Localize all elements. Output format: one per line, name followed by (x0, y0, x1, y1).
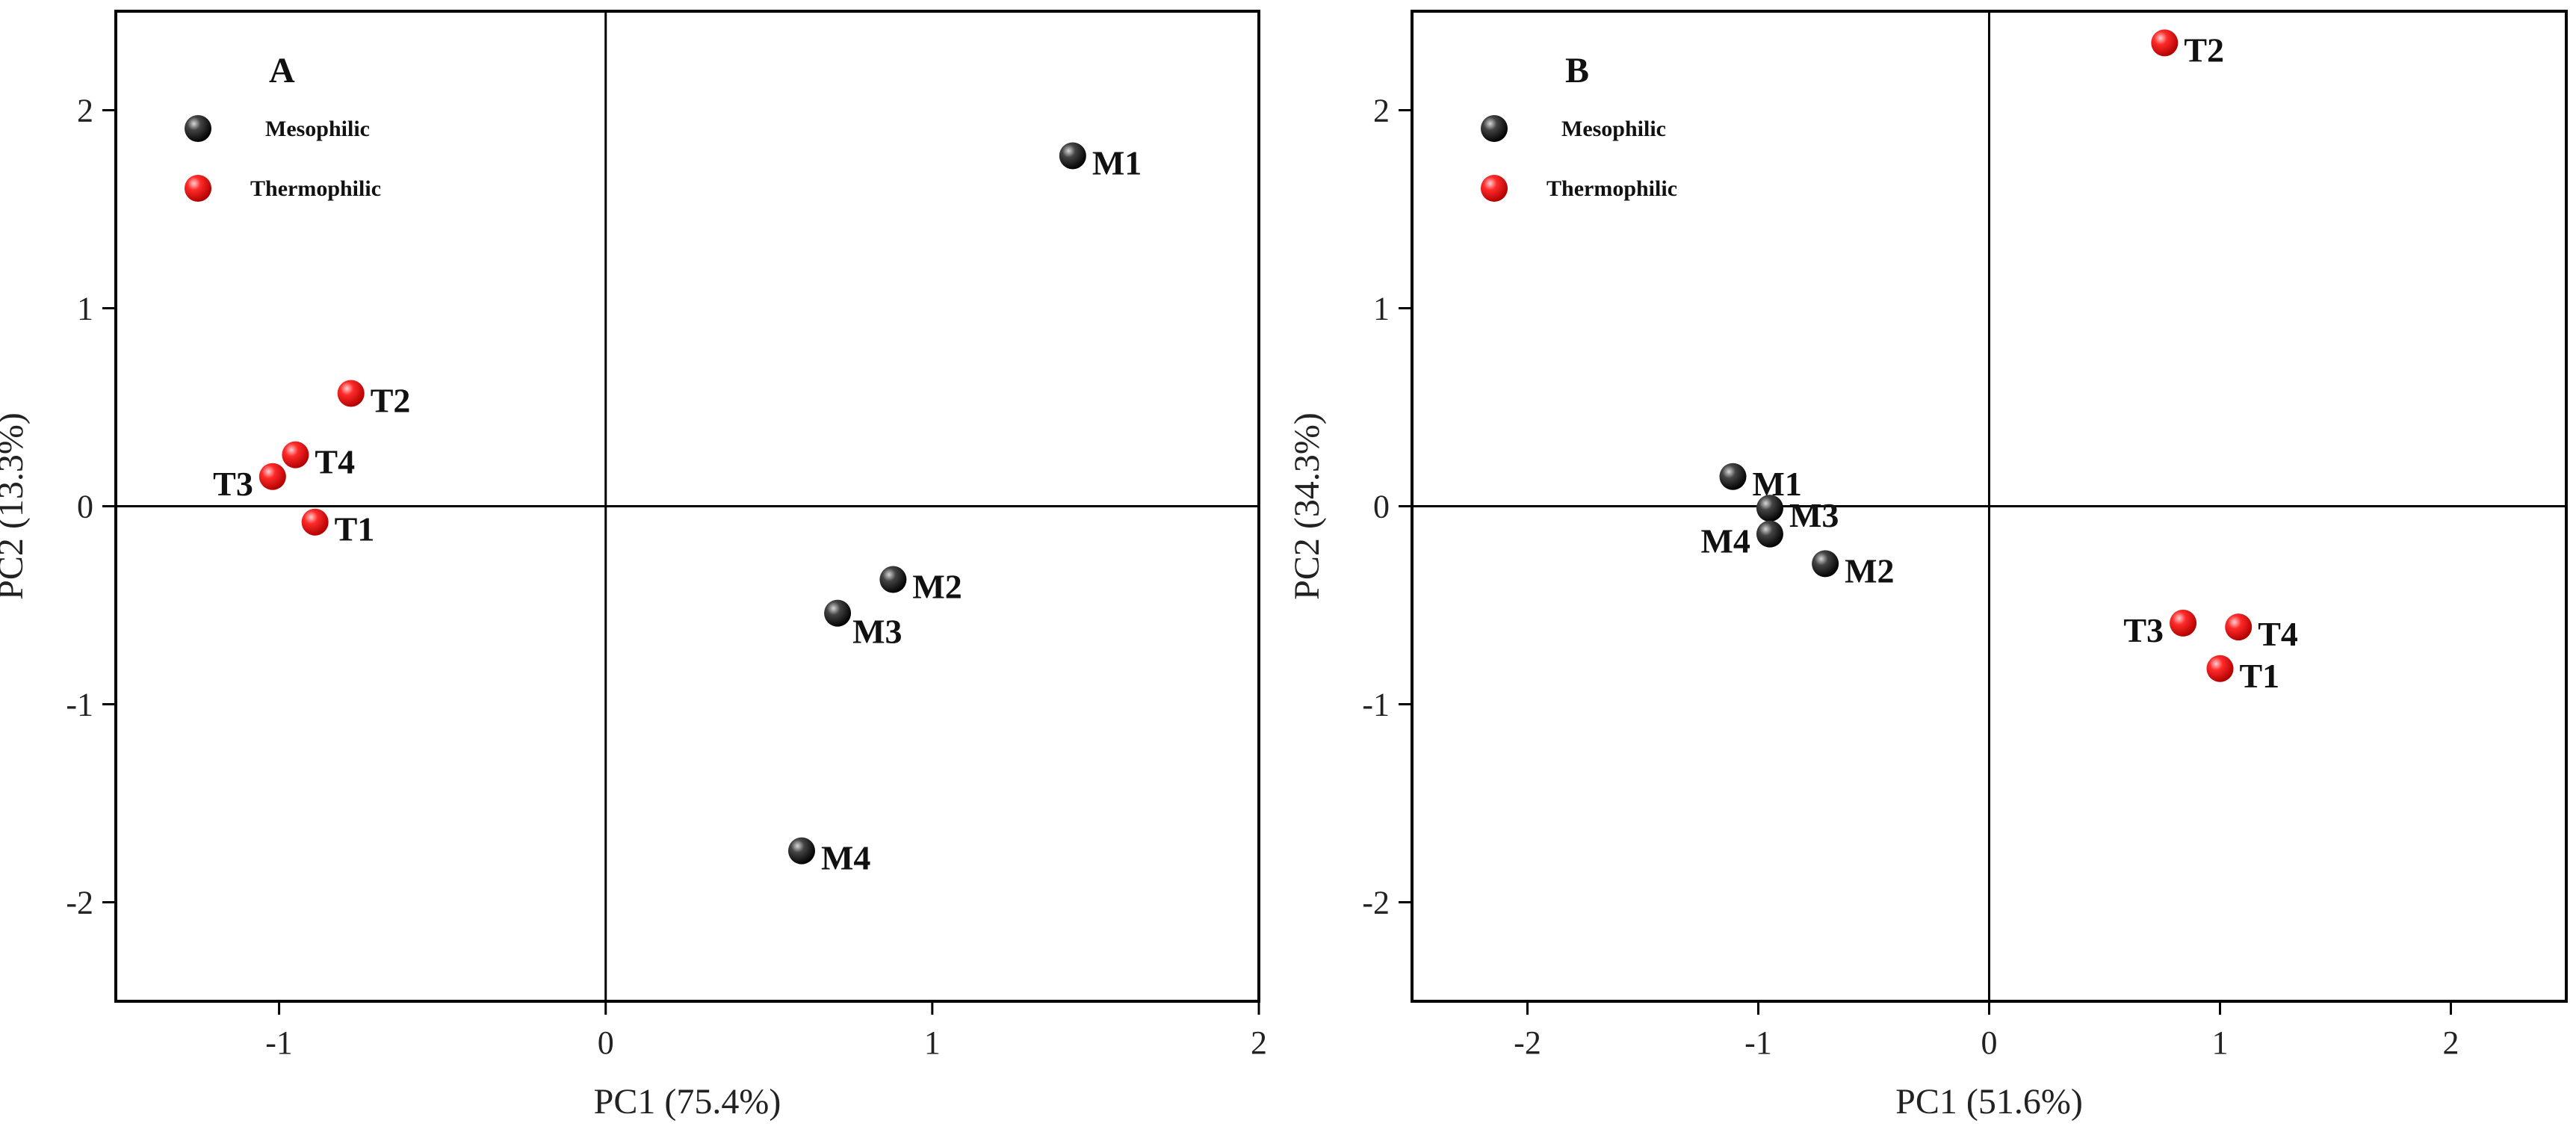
data-point-m2 (879, 566, 907, 593)
data-label-m2: M2 (912, 568, 962, 606)
data-point-t4 (282, 441, 309, 469)
legend-marker (1481, 175, 1508, 202)
legend-marker (185, 115, 211, 142)
data-label-t4: T4 (2258, 615, 2298, 653)
data-label-m3: M3 (852, 613, 902, 651)
data-point-m2 (1812, 550, 1839, 578)
panel-a: -1 0 1 2 -2 -1 0 1 2 PC1 (75.4%) PC2 (13.3%) A Mesop… (0, 10, 1267, 1122)
legend-marker (185, 175, 211, 202)
panel-letter: B (1565, 51, 1589, 90)
y-tick-label: 0 (1373, 489, 1390, 525)
x-tick-label: 0 (1981, 1024, 1998, 1061)
x-tick-label: -1 (1744, 1024, 1772, 1061)
panel-letter: A (269, 51, 295, 90)
data-point-t3 (2170, 609, 2197, 637)
y-tick-label: 1 (1373, 291, 1390, 327)
y-tick-label: -2 (1362, 885, 1390, 921)
panel-b: -2 -1 0 1 2 -2 -1 0 1 2 PC1 (51.6%) PC2 (34.3%) B Mes… (1287, 10, 2568, 1122)
data-label-t3: T3 (213, 465, 253, 503)
legend: Mesophilic Thermophilic (1481, 115, 1677, 202)
data-point-t2 (337, 380, 365, 407)
data-point-m1 (1719, 463, 1747, 490)
data-point-m3 (824, 599, 852, 627)
x-tick-label: 0 (598, 1024, 614, 1061)
data-label-t3: T3 (2123, 611, 2164, 649)
x-tick-label: -1 (265, 1024, 293, 1061)
y-tick-label: -1 (66, 687, 93, 723)
x-tick-label: 1 (2212, 1024, 2229, 1061)
y-axis-title: PC2 (34.3%) (1287, 412, 1327, 600)
y-tick-label: 2 (77, 93, 93, 129)
data-label-t1: T1 (335, 510, 375, 548)
y-tick-label: 1 (77, 291, 93, 327)
legend: Mesophilic Thermophilic (185, 115, 381, 202)
data-point-m1 (1059, 142, 1086, 170)
y-tick-label: 2 (1373, 93, 1390, 129)
data-label-m1: M1 (1753, 465, 1802, 503)
x-tick-label: 2 (1251, 1024, 1267, 1061)
data-point-m4 (788, 837, 815, 865)
legend-label: Thermophilic (250, 176, 381, 201)
y-tick-label: 0 (77, 489, 93, 525)
x-tick-label: -2 (1514, 1024, 1541, 1061)
data-point-t4 (2225, 613, 2253, 641)
x-axis-title: PC1 (75.4%) (594, 1082, 781, 1122)
data-label-m3: M3 (1789, 496, 1839, 534)
data-point-t1 (301, 508, 329, 536)
data-label-t2: T2 (371, 381, 411, 419)
x-axis-title: PC1 (51.6%) (1895, 1082, 2083, 1122)
data-label-t1: T1 (2240, 657, 2280, 695)
data-label-m4: M4 (821, 839, 870, 877)
legend-marker (1481, 115, 1508, 142)
data-point-t3 (258, 463, 286, 490)
legend-label: Mesophilic (265, 117, 370, 141)
data-label-t4: T4 (315, 443, 355, 481)
data-point-t1 (2206, 655, 2234, 682)
data-point-m3 (1756, 495, 1783, 522)
data-label-m2: M2 (1845, 551, 1894, 590)
data-point-t2 (2151, 29, 2179, 57)
y-axis-title: PC2 (13.3%) (0, 412, 31, 600)
y-tick-label: -2 (66, 885, 93, 921)
legend-label: Mesophilic (1561, 117, 1666, 141)
data-label-m4: M4 (1701, 522, 1750, 560)
data-point-m4 (1756, 520, 1783, 548)
x-tick-label: 2 (2443, 1024, 2459, 1061)
legend-label: Thermophilic (1546, 176, 1677, 201)
data-label-t2: T2 (2184, 31, 2224, 69)
x-tick-label: 1 (924, 1024, 941, 1061)
data-label-m1: M1 (1092, 143, 1142, 182)
y-tick-label: -1 (1362, 687, 1390, 723)
